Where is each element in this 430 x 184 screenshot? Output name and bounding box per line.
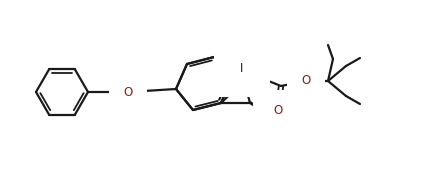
Text: N: N bbox=[267, 111, 276, 123]
Text: O: O bbox=[273, 105, 283, 118]
Text: O: O bbox=[301, 75, 310, 88]
Text: O: O bbox=[123, 86, 132, 98]
Text: N: N bbox=[247, 68, 255, 81]
Text: I: I bbox=[240, 61, 244, 75]
Text: N: N bbox=[229, 70, 237, 82]
